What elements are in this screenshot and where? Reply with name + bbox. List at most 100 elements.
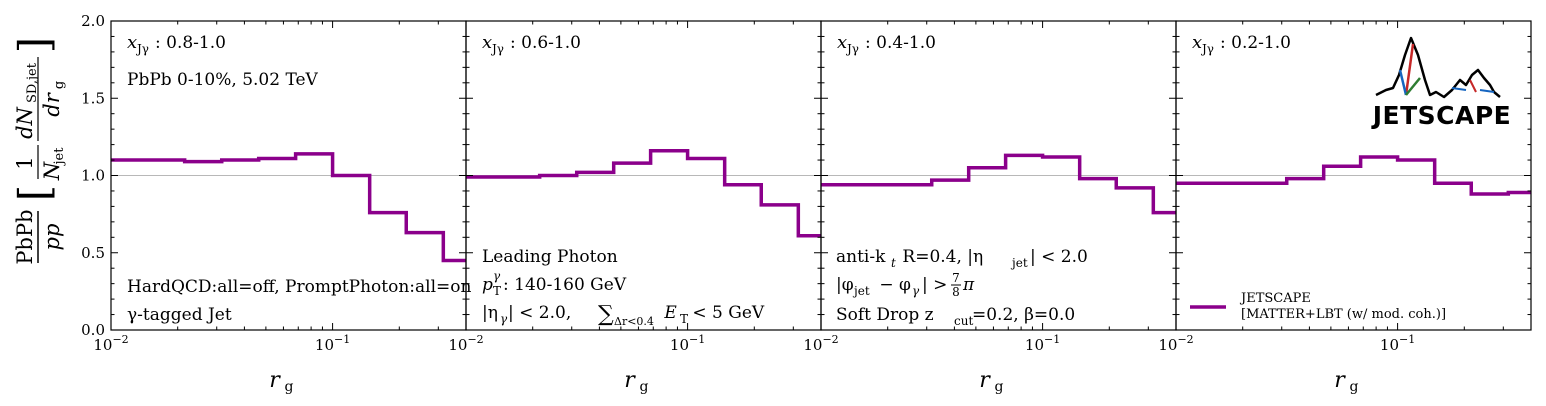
softdrop-a: Soft Drop z <box>836 305 934 325</box>
annotation-photon-title: Leading Photon <box>482 247 618 267</box>
x-axis-title: r <box>1334 368 1346 393</box>
x-axis-title: r <box>979 368 991 393</box>
x-tick-label: 10−2 <box>448 333 483 354</box>
ylabel-ratio-num: PbPb <box>13 209 37 264</box>
annotation-jet-type: γ-tagged Jet <box>127 305 232 325</box>
legend: JETSCAPE [MATTER+LBT (w/ mod. coh.)] <box>1190 291 1446 322</box>
panel-title-range: : 0.4-1.0 <box>865 33 936 53</box>
jet-algo: anti-k <box>836 247 886 267</box>
panel-title-sub: Jγ <box>135 42 149 56</box>
photon-eta: |η <box>482 303 498 323</box>
annotation-softdrop: Soft Drop z cut =0.2, β=0.0 <box>836 305 1075 328</box>
logo-blue-tick <box>1451 87 1467 91</box>
logo-red-stroke <box>1404 43 1415 96</box>
jet-eta-rest: | < 2.0 <box>1030 247 1088 267</box>
photon-pt-sub: T <box>493 284 501 298</box>
dphi-sub2: γ <box>912 284 920 298</box>
logo-green-stroke <box>1405 77 1421 96</box>
legend-label-1: JETSCAPE <box>1239 291 1311 306</box>
logo-red-tick <box>1469 79 1477 93</box>
photon-iso-sum: ∑ <box>598 302 614 327</box>
x-axis-title-sub: g <box>640 379 649 395</box>
photon-iso-sub: Δr<0.4 <box>614 315 654 328</box>
ylabel-bracket-right: ] <box>10 37 59 53</box>
panel-4: 10−2 10−1 r g x Jγ : 0.2-1.0 <box>1158 20 1532 395</box>
y-tick-label: 1.0 <box>81 167 105 185</box>
x-axis-title-sub: g <box>995 379 1004 395</box>
ylabel-ratio-den: pp <box>40 224 64 251</box>
annotation-dphi: |φ jet − φ γ | > 7 8 π <box>836 271 975 299</box>
panels: 0.00.51.01.52.010−2 10−1r gx Jγ: 0.8-1.010−… <box>81 12 1532 395</box>
annotation-jet-algo: anti-k t R=0.4, |η jet | < 2.0 <box>836 247 1088 270</box>
dphi-b: − φ <box>874 275 911 295</box>
panel-title-range: : 0.6-1.0 <box>510 33 581 53</box>
photon-eta-rest: | < 2.0, <box>508 303 577 323</box>
dphi-c: | > <box>922 275 953 295</box>
logo-wordmark: JETSCAPE <box>1371 101 1512 130</box>
y-tick-label: 1.5 <box>81 89 105 107</box>
panel-title-range: : 0.2-1.0 <box>1220 33 1291 53</box>
x-axis-title-sub: g <box>1350 379 1359 395</box>
panel-title-sub: Jγ <box>1200 42 1214 56</box>
x-tick-label: 10−1 <box>315 333 350 354</box>
jet-eta-sub: jet <box>1010 256 1028 270</box>
jet-algo-sub: t <box>891 256 896 270</box>
x-tick-label: 10−2 <box>1158 333 1193 354</box>
series-step-line <box>1176 155 1531 196</box>
y-tick-label: 2.0 <box>81 12 105 30</box>
ylabel-frac-num: 1 <box>13 156 37 169</box>
x-tick-label: 10−1 <box>670 333 705 354</box>
photon-pt-sup: γ <box>493 269 501 283</box>
annotation-photon-pt: p γ T : 140-160 GeV <box>482 269 627 298</box>
jetscape-logo: JETSCAPE <box>1371 36 1512 130</box>
ylabel-frac-den: N <box>40 161 64 181</box>
dphi-num: 7 <box>952 271 960 285</box>
photon-pt-var: p <box>482 275 493 295</box>
x-axis-title: r <box>624 368 636 393</box>
dphi-a: |φ <box>836 275 854 295</box>
softdrop-sub: cut <box>954 314 973 328</box>
ylabel-bracket-left: [ <box>10 185 59 201</box>
logo-blue-tick-2 <box>1479 89 1495 93</box>
panel-title-range: : 0.8-1.0 <box>155 33 226 53</box>
annotation-photon-cuts: |η γ | < 2.0, ∑ Δr<0.4 E T < 5 GeV <box>482 302 765 328</box>
panel-2: 10−2 10−1 r g x Jγ : 0.6-1.0 <box>448 20 822 395</box>
y-axis-label: PbPb pp [ 1 N jet dN SD,jet dr g ] <box>10 37 67 265</box>
annotation-system: PbPb 0-10%, 5.02 TeV <box>127 70 319 90</box>
panel-title-sub: Jγ <box>845 42 859 56</box>
jet-R: R=0.4, |η <box>897 247 983 267</box>
legend-label-2: [MATTER+LBT (w/ mod. coh.)] <box>1241 307 1446 322</box>
dphi-sub1: jet <box>852 284 870 298</box>
annotation-pythia-settings: HardQCD:all=off, PromptPhoton:all=on <box>127 277 472 297</box>
x-tick-label: 10−1 <box>1025 333 1060 354</box>
ylabel-deriv-den: dr <box>40 91 64 116</box>
annotations: PbPb 0-10%, 5.02 TeV HardQCD:all=off, Pr… <box>127 70 1088 328</box>
series-step-line <box>821 153 1176 215</box>
series-step-line <box>466 149 821 238</box>
ylabel-deriv-num-sub: SD,jet <box>25 62 40 103</box>
ylabel-frac-den-sub: jet <box>52 147 67 167</box>
photon-iso-rest: < 5 GeV <box>687 303 765 323</box>
ylabel-deriv-den-sub: g <box>52 81 67 89</box>
dphi-den: 8 <box>952 285 960 299</box>
panel-3: 10−2 10−1 r g x Jγ : 0.4-1.0 <box>803 20 1177 395</box>
y-tick-label: 0.5 <box>81 244 105 262</box>
photon-pt-range: : 140-160 GeV <box>503 275 627 295</box>
x-tick-label: 10−2 <box>93 333 128 354</box>
panel-title-sub: Jγ <box>490 42 504 56</box>
ylabel-deriv-num: dN <box>13 106 37 138</box>
photon-iso-var-sub: T <box>680 312 688 326</box>
dphi-pi: π <box>962 275 975 295</box>
x-axis-title: r <box>269 368 281 393</box>
x-tick-label: 10−2 <box>803 333 838 354</box>
series-step-line <box>111 152 466 263</box>
logo-peak-outline <box>1375 36 1501 99</box>
x-axis-title-sub: g <box>285 379 294 395</box>
panel-title-var: x <box>1192 32 1202 53</box>
logo-blue-stroke <box>1398 69 1408 96</box>
x-tick-label: 10−1 <box>1380 333 1415 354</box>
panel-title-var: x <box>837 32 847 53</box>
panel-title-var: x <box>482 32 492 53</box>
softdrop-b: =0.2, β=0.0 <box>972 305 1075 325</box>
